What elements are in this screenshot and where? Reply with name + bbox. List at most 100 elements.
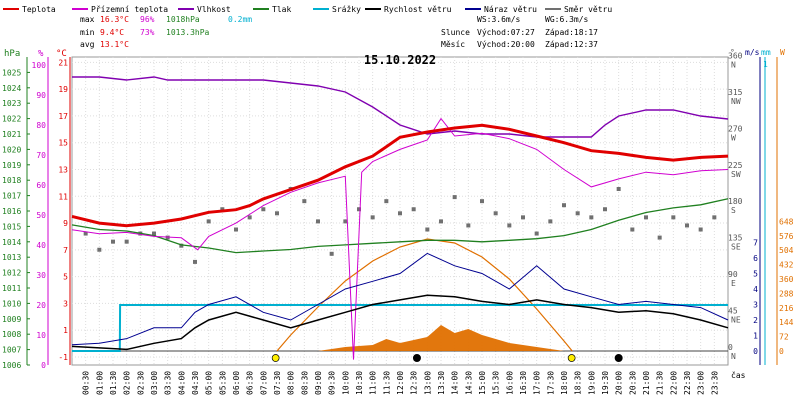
dir-tick-label: 225 (728, 161, 743, 170)
w-tick-label: 72 (779, 333, 789, 342)
pct-tick-label: 30 (36, 271, 46, 280)
x-tick-label: 21:30 (656, 371, 665, 395)
hpa-tick-label: 1011 (2, 284, 21, 293)
x-tick-label: 07:00 (259, 371, 268, 395)
legend-entry: Srážky (332, 5, 361, 14)
legend-entry: Rychlost větru (384, 5, 452, 14)
stat-temp-min: 9.4°C (100, 28, 124, 37)
dir-tick-label: 0 (728, 343, 733, 352)
temp-tick-label: 17 (58, 112, 68, 121)
series-wind-direction-point (452, 195, 457, 200)
series-wind-direction-point (603, 207, 607, 212)
series-wind-direction-point (644, 215, 648, 220)
x-tick-label: 15:30 (492, 371, 501, 395)
x-tick-label: 17:00 (533, 371, 542, 395)
series-wind-direction-point (521, 215, 525, 220)
ms-tick-label: 3 (753, 301, 758, 310)
pct-tick-label: 90 (36, 91, 46, 100)
dir-card-label: NE (731, 316, 741, 325)
hpa-tick-label: 1010 (2, 299, 21, 308)
w-tick-label: 576 (779, 232, 794, 241)
series-wind-direction-point (206, 219, 211, 224)
pct-tick-label: 70 (36, 151, 46, 160)
temp-tick-label: 11 (58, 192, 68, 201)
hpa-axis-label: hPa (4, 49, 20, 59)
x-tick-label: 18:30 (574, 371, 583, 395)
dir-tick-label: 180 (728, 197, 743, 206)
series-pressure (71, 198, 729, 254)
dir-tick-label: 360 (728, 51, 743, 60)
series-wind-direction-point (370, 215, 375, 220)
stat-temp-max: 16.3°C (100, 15, 129, 24)
hpa-tick-label: 1009 (2, 315, 21, 324)
series-wind-direction-point (234, 227, 238, 232)
x-tick-label: 09:30 (328, 371, 337, 395)
hpa-tick-label: 1014 (2, 238, 21, 247)
dir-card-label: N (731, 60, 736, 69)
stat-sun-rise: Východ:07:27 (477, 28, 535, 37)
series-wind-direction-point (493, 211, 498, 216)
event-moonrise (614, 354, 623, 362)
stat-hum-max: 96% (140, 15, 155, 24)
series-wind-direction-point (698, 227, 703, 232)
x-tick-label: 13:30 (437, 371, 446, 395)
x-tick-label: 05:00 (205, 371, 214, 395)
w-tick-label: 432 (779, 261, 794, 270)
series-radiation-area (318, 325, 564, 351)
x-tick-label: 12:30 (410, 371, 419, 395)
series-wind-direction-point (329, 251, 334, 256)
x-tick-label: 19:30 (601, 371, 610, 395)
x-tick-label: 22:00 (669, 371, 678, 395)
x-tick-label: 06:00 (232, 371, 241, 395)
x-tick-label: 03:30 (164, 371, 173, 395)
w-tick-label: 216 (779, 304, 794, 313)
pct-axis-label: % (38, 49, 44, 59)
series-humidity (72, 76, 729, 138)
event-moonset (412, 354, 421, 362)
x-tick-label: 07:30 (273, 371, 282, 395)
hpa-tick-label: 1008 (2, 330, 21, 339)
series-wind-direction-point (630, 227, 635, 232)
x-tick-label: 12:00 (396, 371, 405, 395)
stat-wind: WS:3.6m/s (477, 15, 521, 24)
temp-tick-label: 13 (58, 165, 68, 174)
ms-tick-label: 1 (753, 332, 758, 341)
temp-tick-label: 7 (63, 246, 68, 255)
pct-tick-label: 10 (36, 331, 46, 340)
hpa-tick-label: 1019 (2, 161, 21, 170)
pct-tick-label: 20 (36, 301, 46, 310)
temp-axis-label: °C (56, 49, 67, 59)
stat-moon-rise: Východ:20:00 (477, 40, 535, 49)
series-wind-direction-point (343, 219, 348, 224)
series-wind-direction-point (534, 231, 539, 236)
dir-tick-label: 315 (728, 88, 743, 97)
hpa-tick-label: 1015 (2, 222, 21, 231)
pct-tick-label: 0 (41, 361, 46, 370)
legend-entry: Přízemní teplota (91, 5, 168, 14)
x-tick-label: 03:00 (150, 371, 159, 395)
x-tick-label: 05:30 (218, 371, 227, 395)
w-tick-label: 144 (779, 318, 794, 327)
series-wind-direction-point (657, 235, 662, 240)
pct-tick-label: 100 (32, 61, 47, 70)
pct-tick-label: 50 (36, 211, 46, 220)
ms-tick-label: 7 (753, 239, 758, 248)
legend-entry: Teplota (22, 5, 56, 14)
pct-tick-label: 60 (36, 181, 46, 190)
x-tick-label: 08:00 (287, 371, 296, 395)
pct-tick-label: 40 (36, 241, 46, 250)
event-sunset (567, 354, 576, 362)
dir-tick-label: 270 (728, 124, 743, 133)
x-axis-label: čas (731, 370, 746, 380)
x-tick-label: 20:30 (628, 371, 637, 395)
hpa-tick-label: 1013 (2, 253, 21, 262)
series-wind-direction-point (97, 247, 102, 252)
hpa-tick-label: 1023 (2, 99, 21, 108)
w-tick-label: 0 (779, 347, 784, 356)
legend-entry: Tlak (272, 5, 291, 14)
series-wind-direction-point (671, 215, 676, 220)
ms-tick-label: 5 (753, 270, 758, 279)
temp-tick-label: 9 (63, 219, 68, 228)
stat-sun-label: Slunce (441, 28, 470, 37)
